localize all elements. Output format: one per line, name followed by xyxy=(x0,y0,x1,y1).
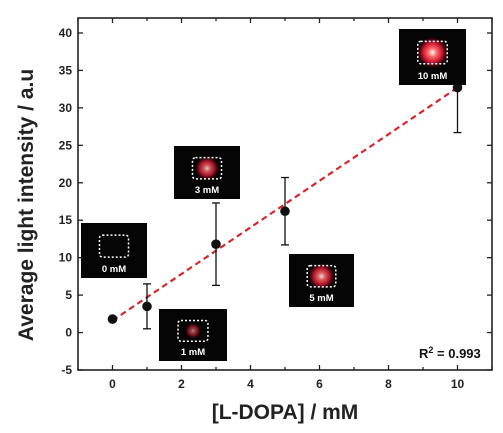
inset-image: 0 mM xyxy=(81,223,147,278)
inset-glow xyxy=(415,35,450,70)
y-tick-label: -5 xyxy=(61,363,72,377)
inset-image: 5 mM xyxy=(289,254,354,307)
x-tick-label: 8 xyxy=(385,377,392,391)
inset-background xyxy=(81,223,147,278)
data-point xyxy=(452,82,463,93)
inset-label: 5 mM xyxy=(309,293,333,304)
y-axis-title: Average light intensity / a.u xyxy=(15,69,38,341)
y-tick-label: 15 xyxy=(59,213,73,227)
y-tick-label: 0 xyxy=(65,326,72,340)
inset-label: 10 mM xyxy=(418,71,448,82)
inset-label: 0 mM xyxy=(102,264,126,275)
inset-image: 3 mM xyxy=(174,146,240,199)
inset-glow xyxy=(193,155,221,182)
data-point xyxy=(142,301,152,312)
x-tick-label: 6 xyxy=(316,377,323,391)
r-squared-annotation: R2 = 0.993 xyxy=(419,345,481,361)
r2-value: = 0.993 xyxy=(433,346,480,361)
inset-roi xyxy=(417,40,448,65)
x-tick-label: 10 xyxy=(451,377,465,391)
r2-superscript: 2 xyxy=(428,345,433,355)
inset-label: 1 mM xyxy=(181,347,205,358)
data-point xyxy=(211,239,221,249)
x-tick-label: 0 xyxy=(109,377,116,391)
y-tick-label: 5 xyxy=(65,288,72,302)
y-tick-label: 40 xyxy=(59,26,73,40)
inset-glow xyxy=(307,261,336,291)
inset-image: 1 mM xyxy=(159,309,227,361)
data-point xyxy=(280,206,290,217)
y-tick-label: 30 xyxy=(59,101,73,115)
inset-image: 10 mM xyxy=(399,29,466,85)
data-point xyxy=(107,314,118,324)
x-axis-title: [L-DOPA] / mM xyxy=(212,401,359,424)
inset-roi xyxy=(306,264,337,288)
r2-prefix: R xyxy=(419,346,429,361)
y-tick-label: 25 xyxy=(59,138,73,152)
inset-label: 3 mM xyxy=(195,185,219,196)
y-tick-label: 10 xyxy=(59,251,73,265)
y-tick-label: 35 xyxy=(59,63,73,77)
y-tick-label: 20 xyxy=(59,176,73,190)
inset-glow xyxy=(184,322,202,340)
x-tick-label: 4 xyxy=(247,377,254,391)
x-tick-label: 2 xyxy=(178,377,185,391)
